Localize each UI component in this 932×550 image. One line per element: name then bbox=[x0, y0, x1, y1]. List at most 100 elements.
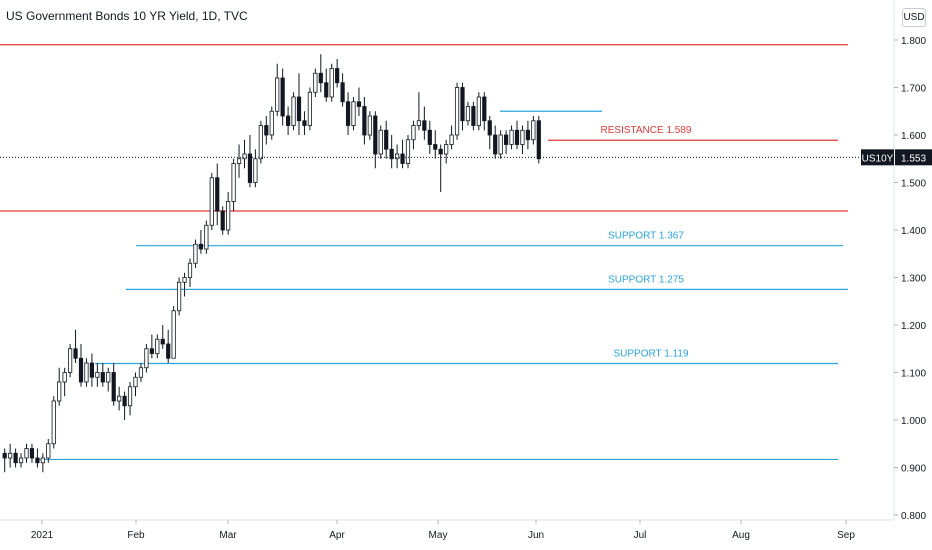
candle-body-down bbox=[400, 153, 405, 164]
price-tick-label: 1.000 bbox=[901, 416, 926, 427]
candle bbox=[362, 97, 367, 145]
candle-body-up bbox=[465, 106, 471, 122]
candle bbox=[73, 329, 78, 363]
candle bbox=[111, 363, 116, 406]
candle bbox=[204, 220, 209, 254]
candle bbox=[171, 306, 176, 359]
candle-body-up bbox=[367, 115, 372, 136]
candle bbox=[503, 130, 509, 154]
candle bbox=[155, 334, 160, 359]
candle bbox=[373, 111, 378, 169]
candle-body-up bbox=[24, 448, 29, 459]
candle bbox=[231, 158, 236, 211]
candle-body-up bbox=[520, 129, 525, 145]
candle bbox=[149, 334, 154, 359]
candle-body-down bbox=[89, 362, 94, 378]
candle bbox=[95, 363, 100, 387]
candle bbox=[18, 453, 24, 468]
candle-body-down bbox=[471, 106, 476, 126]
candles bbox=[2, 54, 541, 473]
candle-body-down bbox=[389, 148, 394, 160]
currency-button[interactable]: USD bbox=[902, 8, 926, 27]
candle-body-up bbox=[18, 457, 24, 464]
candle-body-up bbox=[329, 68, 334, 98]
candle bbox=[8, 443, 13, 468]
candle-body-up bbox=[411, 125, 416, 141]
candle-body-down bbox=[525, 129, 531, 141]
candle bbox=[236, 144, 242, 178]
candle bbox=[514, 120, 520, 150]
candle bbox=[324, 68, 329, 102]
candle bbox=[68, 344, 73, 378]
candle bbox=[269, 106, 274, 140]
candle-body-up bbox=[95, 372, 100, 378]
candle-body-down bbox=[487, 120, 492, 136]
candle-body-up bbox=[231, 163, 236, 202]
candle-body-up bbox=[258, 125, 263, 160]
candle bbox=[89, 353, 94, 387]
candle-body-down bbox=[149, 348, 154, 354]
last-price-label: 1.553 bbox=[901, 153, 926, 164]
candle-body-down bbox=[335, 68, 340, 84]
candle-body-down bbox=[427, 129, 432, 145]
candle bbox=[187, 258, 193, 287]
candle-body-up bbox=[62, 372, 67, 383]
candle-body-down bbox=[362, 106, 367, 136]
candle bbox=[122, 391, 127, 420]
candle-body-up bbox=[476, 96, 481, 126]
candle-body-down bbox=[13, 452, 18, 464]
candle-body-down bbox=[100, 372, 105, 383]
candle bbox=[2, 448, 7, 473]
candle-body-down bbox=[215, 177, 220, 212]
candle-body-up bbox=[155, 338, 160, 354]
candle-body-up bbox=[378, 129, 383, 155]
candle-body-up bbox=[209, 177, 214, 226]
candle bbox=[160, 325, 165, 349]
candle bbox=[329, 63, 334, 102]
candle-body-down bbox=[356, 101, 362, 107]
time-axis[interactable]: 2021 Feb Mar Apr May Jun Jul Aug Sep bbox=[31, 520, 855, 541]
candle-body-up bbox=[182, 277, 187, 283]
candle bbox=[296, 73, 302, 135]
level-label-resistance: RESISTANCE 1.589 bbox=[601, 125, 692, 136]
candle bbox=[465, 101, 471, 126]
candle-body-up bbox=[117, 395, 122, 402]
candle-body-down bbox=[78, 357, 84, 383]
time-tick-label: May bbox=[429, 530, 448, 541]
candle-body-down bbox=[166, 343, 171, 359]
candle-body-up bbox=[187, 262, 193, 278]
candle bbox=[356, 87, 362, 116]
candle-body-down bbox=[318, 72, 323, 84]
candle bbox=[84, 358, 89, 387]
candle bbox=[531, 116, 536, 145]
candle bbox=[438, 144, 443, 192]
candle-body-up bbox=[531, 120, 536, 141]
candle bbox=[275, 63, 280, 116]
candle-body-up bbox=[269, 110, 274, 136]
chart-title: US Government Bonds 10 YR Yield, 1D, TVC bbox=[6, 9, 248, 23]
candle bbox=[536, 116, 541, 164]
price-axis-bg[interactable] bbox=[894, 0, 932, 550]
candle bbox=[302, 111, 307, 135]
candle bbox=[471, 101, 476, 131]
candle bbox=[46, 439, 51, 463]
candle bbox=[35, 448, 40, 468]
price-axis[interactable]: 1.800 1.700 1.600 1.500 1.400 1.300 1.200 1.100… bbox=[894, 36, 926, 522]
candle bbox=[427, 120, 432, 154]
last-symbol-box bbox=[861, 149, 894, 166]
candle bbox=[433, 130, 438, 159]
candle bbox=[127, 382, 133, 416]
candle bbox=[193, 239, 198, 268]
candle-body-up bbox=[416, 120, 422, 126]
candle-body-up bbox=[127, 386, 133, 407]
candle-body-up bbox=[57, 381, 62, 402]
candle bbox=[24, 443, 29, 463]
level-label-support-1: SUPPORT 1.367 bbox=[608, 231, 684, 242]
price-tick-label: 1.800 bbox=[901, 36, 926, 47]
horizontal-levels[interactable] bbox=[0, 44, 848, 461]
candle bbox=[51, 396, 56, 449]
candle-body-up bbox=[144, 348, 149, 369]
candle-body-down bbox=[296, 96, 302, 122]
candle bbox=[493, 125, 498, 159]
